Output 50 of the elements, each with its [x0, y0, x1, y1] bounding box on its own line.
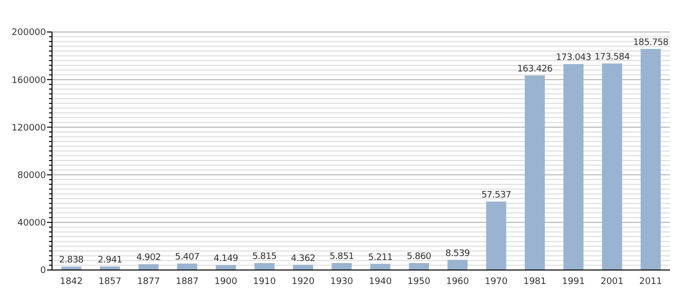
y-tick-label: 200000 — [12, 28, 46, 38]
data-label: 163.426 — [517, 64, 553, 75]
data-label: 5.211 — [368, 252, 392, 263]
bar — [408, 263, 429, 270]
x-tick-label: 1940 — [368, 277, 392, 287]
x-tick-label: 1991 — [562, 277, 585, 287]
data-label: 173.584 — [594, 52, 630, 62]
y-tick-label: 0 — [40, 266, 46, 276]
x-tick-label: 1842 — [60, 277, 83, 287]
x-tick-label: 1857 — [98, 277, 122, 287]
x-tick-label: 1970 — [484, 277, 508, 287]
data-label: 4.902 — [136, 253, 161, 264]
data-label: 2.838 — [59, 256, 84, 266]
x-tick-label: 1920 — [292, 277, 315, 287]
bar — [216, 265, 236, 270]
data-label: 5.860 — [406, 252, 432, 262]
x-tick-label: 1910 — [252, 277, 276, 287]
data-label: 185.758 — [633, 38, 669, 48]
y-tick-label: 160000 — [12, 76, 46, 86]
data-label: 2.941 — [98, 256, 122, 266]
data-label: 173.043 — [556, 53, 591, 64]
bar — [177, 264, 198, 270]
data-label: 4.149 — [214, 254, 239, 264]
bar — [138, 264, 159, 270]
x-tick-label: 1877 — [137, 277, 160, 287]
bar — [602, 63, 622, 270]
data-label: 57.537 — [481, 190, 512, 201]
bar — [640, 48, 661, 270]
data-label: 5.815 — [252, 252, 277, 262]
x-tick-label: 1930 — [330, 277, 354, 287]
y-tick-label: 120000 — [12, 123, 46, 134]
x-tick-label: 1960 — [446, 277, 470, 287]
bar — [332, 263, 352, 270]
bar — [563, 64, 584, 270]
bar — [254, 263, 274, 270]
y-tick-label: 40000 — [17, 218, 46, 229]
x-tick-label: 1887 — [176, 277, 199, 287]
data-label: 5.851 — [330, 252, 354, 262]
y-tick-label: 80000 — [17, 170, 46, 181]
bar — [524, 76, 545, 270]
x-tick-label: 1950 — [407, 277, 431, 287]
data-label: 4.362 — [290, 254, 316, 264]
x-tick-label: 2001 — [600, 277, 624, 287]
bar — [448, 260, 468, 270]
bar — [486, 202, 506, 270]
data-label: 5.407 — [175, 252, 200, 263]
data-label: 8.539 — [445, 248, 470, 259]
x-tick-label: 1981 — [523, 277, 546, 287]
x-tick-label: 1900 — [214, 277, 238, 287]
x-tick-label: 2011 — [639, 277, 662, 287]
